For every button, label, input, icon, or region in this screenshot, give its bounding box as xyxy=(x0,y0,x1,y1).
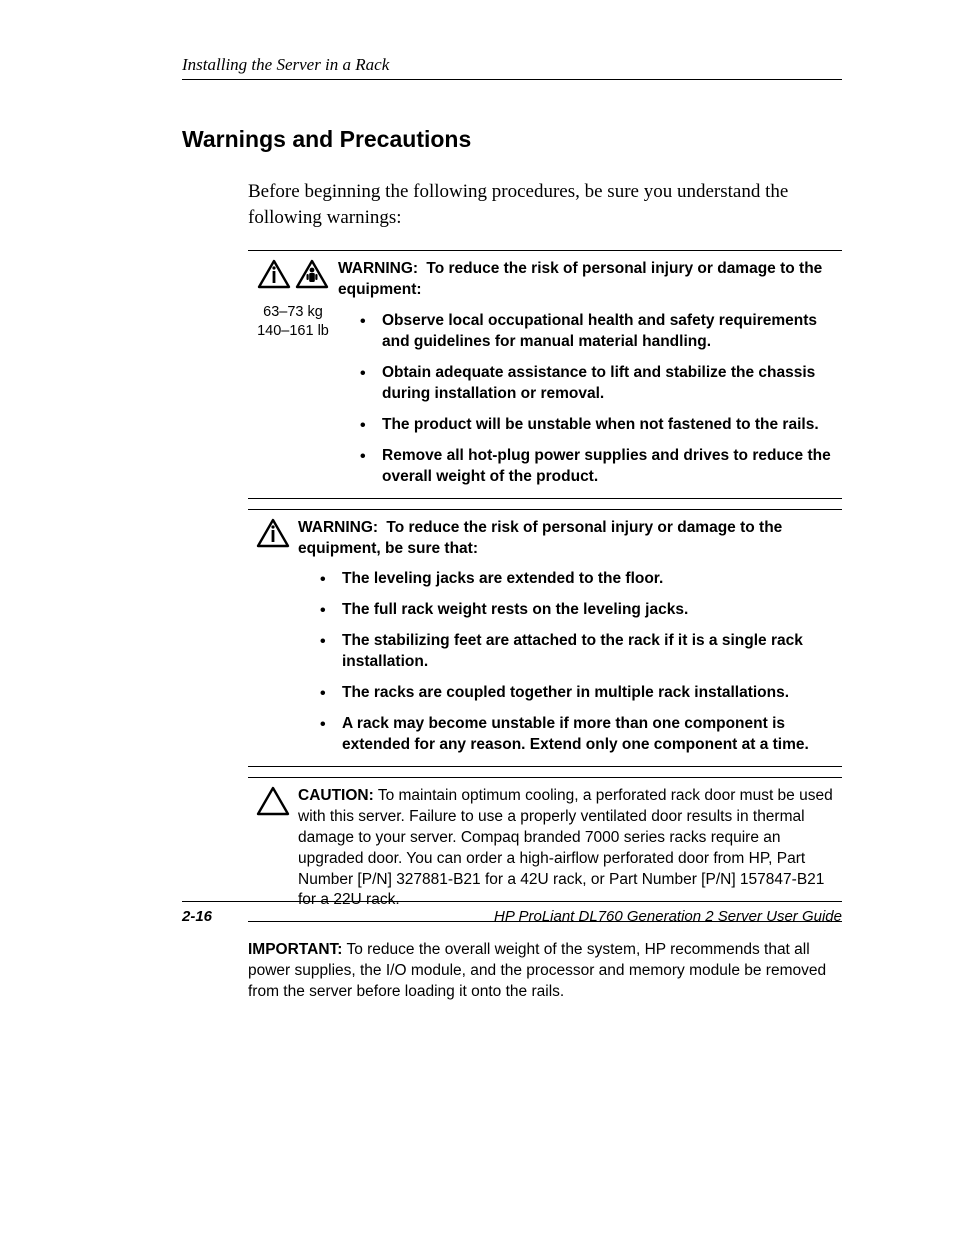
weight-label: 63–73 kg 140–161 lb xyxy=(257,303,329,341)
guide-title: HP ProLiant DL760 Generation 2 Server Us… xyxy=(494,908,842,925)
page-footer: 2-16 HP ProLiant DL760 Generation 2 Serv… xyxy=(182,901,842,925)
warning-triangle-person-icon xyxy=(295,259,329,289)
caution-body: CAUTION: To maintain optimum cooling, a … xyxy=(298,786,842,912)
caution-icon-column xyxy=(248,786,298,912)
running-header: Installing the Server in a Rack xyxy=(182,55,842,80)
weight-lb: 140–161 lb xyxy=(257,322,329,341)
list-item: The product will be unstable when not fa… xyxy=(360,415,842,436)
important-lead-word: IMPORTANT: xyxy=(248,941,342,958)
warning1-list: Observe local occupational health and sa… xyxy=(338,311,842,487)
warning1-icon-column: 63–73 kg 140–161 lb xyxy=(248,259,338,487)
warning2-body: WARNING: To reduce the risk of personal … xyxy=(298,518,842,756)
important-note: IMPORTANT: To reduce the overall weight … xyxy=(248,940,842,1003)
warning-triangle-exclaim-icon xyxy=(256,518,290,548)
footer-rule xyxy=(182,901,842,902)
list-item: Remove all hot-plug power supplies and d… xyxy=(360,446,842,488)
weight-kg: 63–73 kg xyxy=(257,303,329,322)
list-item: The racks are coupled together in multip… xyxy=(320,683,842,704)
list-item: Obtain adequate assistance to lift and s… xyxy=(360,363,842,405)
warning-triangle-exclaim-icon xyxy=(257,259,291,289)
caution-text: To maintain optimum cooling, a perforate… xyxy=(298,787,833,909)
list-item: The full rack weight rests on the leveli… xyxy=(320,600,842,621)
page-number: 2-16 xyxy=(182,908,212,925)
warning1-lead-word: WARNING: xyxy=(338,260,418,277)
caution-triangle-icon xyxy=(256,786,290,816)
warning-box-2: WARNING: To reduce the risk of personal … xyxy=(248,509,842,767)
warning2-icon-column xyxy=(248,518,298,756)
warning1-body: WARNING: To reduce the risk of personal … xyxy=(338,259,842,487)
intro-paragraph: Before beginning the following procedure… xyxy=(248,179,842,230)
caution-lead-word: CAUTION: xyxy=(298,787,374,804)
list-item: Observe local occupational health and sa… xyxy=(360,311,842,353)
list-item: A rack may become unstable if more than … xyxy=(320,714,842,756)
section-title: Warnings and Precautions xyxy=(182,126,842,153)
warning-box-1: 63–73 kg 140–161 lb WARNING: To reduce t… xyxy=(248,250,842,498)
warning2-list: The leveling jacks are extended to the f… xyxy=(298,569,842,755)
list-item: The leveling jacks are extended to the f… xyxy=(320,569,842,590)
page: Installing the Server in a Rack Warnings… xyxy=(0,0,954,1235)
warning2-lead-word: WARNING: xyxy=(298,519,378,536)
list-item: The stabilizing feet are attached to the… xyxy=(320,631,842,673)
